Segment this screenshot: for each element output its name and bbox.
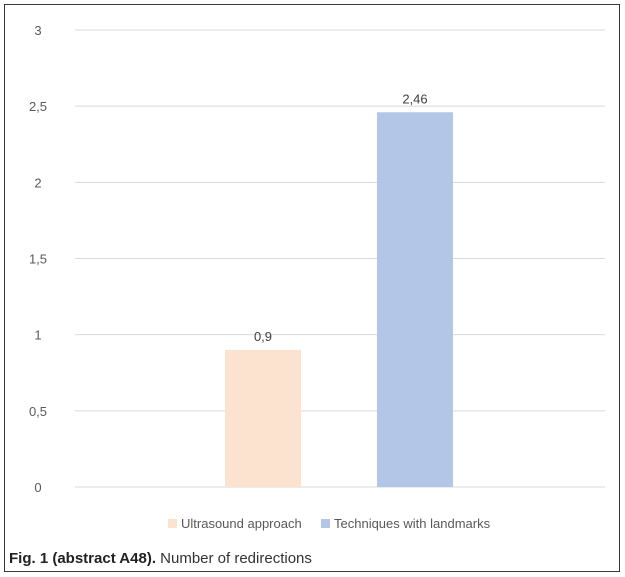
data-label: 0,9: [254, 329, 272, 344]
gridlines: [75, 29, 605, 488]
legend: Ultrasound approach Techniques with landm…: [168, 516, 491, 531]
legend-swatch: [321, 519, 330, 528]
y-tick-label: 3: [34, 23, 41, 38]
data-labels: 0,9 2,46: [254, 91, 428, 344]
bars: [225, 112, 453, 487]
caption-label: Fig. 1 (abstract A48).: [9, 550, 156, 567]
data-label: 2,46: [402, 91, 427, 106]
y-tick-label: 0: [34, 480, 41, 495]
bar-ultrasound-approach: [225, 349, 301, 487]
legend-label: Techniques with landmarks: [334, 516, 491, 531]
figure-caption: Fig. 1 (abstract A48). Number of redirec…: [9, 550, 312, 567]
legend-swatch: [168, 519, 177, 528]
y-tick-label: 0,5: [29, 404, 47, 419]
caption-text: Number of redirections: [155, 550, 312, 567]
legend-label: Ultrasound approach: [181, 516, 302, 531]
y-tick-label: 2,5: [29, 99, 47, 114]
y-axis-ticks: 0 0,5 1 1,5 2 2,5 3: [29, 23, 47, 495]
bar-techniques-with-landmarks: [377, 112, 453, 487]
y-tick-label: 1,5: [29, 252, 47, 267]
y-tick-label: 1: [34, 328, 41, 343]
bar-chart: 0 0,5 1 1,5 2 2,5 3 0,9 2,46 Ultrasound approac…: [29, 23, 605, 531]
figure-frame: [4, 4, 620, 572]
y-tick-label: 2: [34, 175, 41, 190]
